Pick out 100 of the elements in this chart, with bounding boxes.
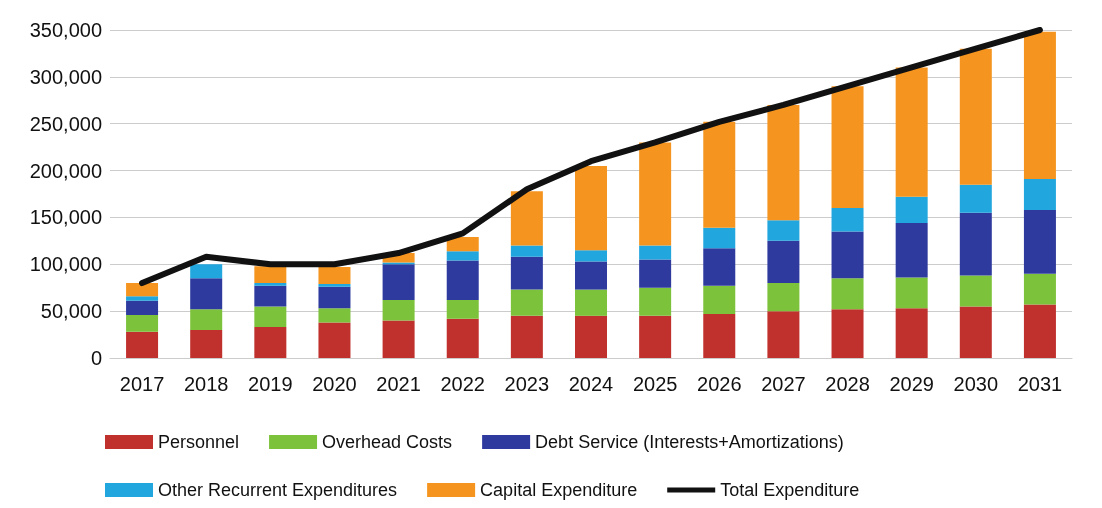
bar (639, 245, 672, 260)
bar (318, 322, 351, 358)
bar (959, 306, 992, 358)
bar (318, 308, 351, 323)
bar (510, 315, 543, 358)
x-tick-label: 2021 (376, 373, 421, 395)
bar (703, 121, 736, 228)
legend-label: Personnel (158, 432, 240, 452)
bar (639, 259, 672, 288)
y-tick-label: 300,000 (29, 65, 102, 88)
bar (510, 191, 543, 246)
bar (446, 299, 479, 319)
bar (895, 223, 928, 278)
bar (831, 231, 864, 279)
bar (382, 320, 415, 358)
bar (190, 309, 223, 330)
bar (318, 267, 351, 284)
legend-label: Other Recurrent Expenditures (158, 480, 398, 500)
bar (703, 313, 736, 358)
bar (639, 315, 672, 358)
bar (254, 285, 287, 307)
bar (254, 266, 287, 284)
bar (318, 286, 351, 309)
bar (254, 327, 287, 358)
bar (126, 296, 159, 301)
bar (190, 278, 223, 310)
bar (1023, 273, 1056, 305)
x-tick-label: 2024 (568, 373, 614, 395)
bar (1023, 179, 1056, 210)
bar (126, 331, 159, 358)
legend-label: Total Expenditure (720, 480, 860, 500)
bar (1023, 304, 1056, 358)
x-tick-label: 2017 (119, 373, 165, 395)
bar (831, 86, 864, 209)
x-tick-label: 2020 (312, 373, 357, 395)
bar (895, 308, 928, 358)
legend-label: Overhead Costs (322, 432, 453, 452)
bar (446, 318, 479, 358)
bar (767, 240, 800, 284)
x-tick-label: 2028 (825, 373, 870, 395)
x-tick-label: 2022 (440, 373, 485, 395)
bar (831, 208, 864, 232)
bar (575, 250, 607, 262)
y-tick-label: 350,000 (29, 19, 102, 41)
bar (190, 264, 223, 279)
x-tick-label: 2023 (504, 373, 550, 395)
bar (446, 237, 479, 252)
bar (767, 283, 800, 312)
bar (254, 283, 287, 286)
bar (126, 314, 159, 332)
bar (959, 184, 992, 213)
bar (446, 260, 479, 300)
bar (895, 67, 928, 197)
bar (382, 299, 415, 321)
bar (510, 256, 543, 290)
bar (510, 245, 543, 257)
bar (703, 248, 736, 286)
bar (639, 287, 672, 316)
bar (575, 289, 607, 316)
x-tick-label: 2026 (697, 373, 742, 395)
x-tick-label: 2030 (953, 373, 999, 395)
bar (318, 283, 351, 287)
x-tick-label: 2025 (632, 373, 678, 395)
y-tick-label: 250,000 (29, 112, 102, 135)
y-tick-label: 100,000 (29, 253, 102, 276)
bar (510, 289, 543, 316)
bar (767, 220, 800, 241)
bar (1023, 209, 1056, 274)
bar (190, 329, 223, 358)
bar (703, 285, 736, 314)
bar (254, 306, 287, 328)
bar (767, 104, 800, 221)
bar (831, 309, 864, 358)
bar (959, 275, 992, 307)
x-tick-label: 2029 (889, 373, 934, 395)
bar (767, 311, 800, 358)
y-tick-label: 150,000 (29, 206, 102, 229)
bar (575, 261, 607, 290)
bar (959, 212, 992, 276)
bar (382, 264, 415, 300)
bar (126, 283, 159, 297)
bar (959, 48, 992, 185)
bar (575, 165, 607, 251)
bar (639, 142, 672, 246)
legend-label: Capital Expenditure (480, 480, 638, 500)
y-tick-label: 0 (90, 347, 102, 369)
bar (575, 315, 607, 358)
legend-label: Debt Service (Interests+Amortizations) (535, 432, 844, 452)
x-tick-label: 2031 (1017, 373, 1063, 395)
x-tick-label: 2019 (248, 373, 293, 395)
bar (126, 300, 159, 315)
bar (895, 196, 928, 224)
bar (831, 278, 864, 310)
bar (1023, 31, 1056, 180)
x-tick-label: 2027 (761, 373, 806, 395)
bar (703, 227, 736, 249)
x-tick-label: 2018 (183, 373, 229, 395)
y-tick-label: 50,000 (40, 300, 102, 323)
bar (895, 277, 928, 309)
y-tick-label: 200,000 (29, 159, 102, 182)
